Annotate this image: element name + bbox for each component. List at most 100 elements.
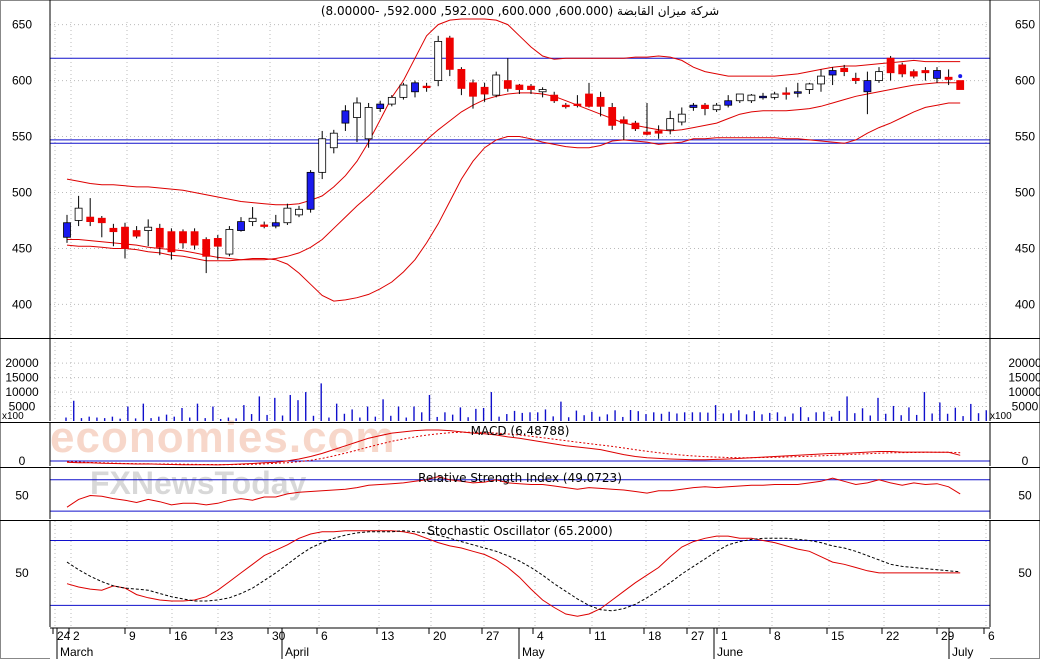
- candle-body-10: [179, 231, 187, 244]
- candle-64: [805, 82, 814, 95]
- bollinger-middle-line: [67, 82, 961, 261]
- candle-body-49: [631, 122, 640, 130]
- candle-body-5: [121, 226, 129, 249]
- stochastic-d-line: [66, 530, 961, 612]
- candle-body-35: [469, 82, 477, 97]
- candle-body-33: [445, 37, 454, 70]
- stochastic-tick-left-50: 50: [15, 566, 29, 580]
- candle-body-63: [793, 91, 802, 94]
- price-tick-left-450: 450: [12, 241, 32, 255]
- x-day-label-6: 6: [321, 629, 328, 643]
- candle-2: [86, 198, 95, 227]
- candle-62: [782, 87, 791, 100]
- candle-32: [434, 35, 443, 87]
- candle-body-19: [283, 207, 292, 224]
- candle-body-55: [701, 104, 709, 109]
- candle-44: [573, 95, 582, 108]
- candle-74: [921, 67, 930, 81]
- watermark: economies.com FXNewsToday: [50, 413, 395, 501]
- candle-63: [793, 82, 802, 98]
- x-day-label-12: 18: [648, 629, 662, 643]
- candle-22: [318, 130, 327, 180]
- candle-71: [886, 55, 895, 81]
- candle-59: [747, 94, 756, 103]
- candle-43: [561, 102, 570, 109]
- candle-body-61: [770, 93, 779, 98]
- rsi-line: [66, 476, 961, 508]
- candle-body-72: [898, 64, 907, 75]
- candle-body-47: [608, 107, 617, 126]
- volume-tick-left-10000: 10000: [5, 385, 39, 399]
- candle-body-21: [306, 171, 315, 210]
- candle-body-27: [376, 103, 385, 109]
- x-month-label-3: June: [717, 645, 743, 659]
- candle-body-23: [329, 132, 338, 149]
- candle-body-69: [863, 80, 872, 93]
- candle-39: [515, 83, 524, 95]
- x-day-label-10: 4: [537, 629, 544, 643]
- candle-body-34: [457, 68, 466, 89]
- x-day-label-7: 13: [381, 629, 395, 643]
- candle-16: [248, 207, 257, 227]
- stochastic-k-line: [66, 530, 961, 617]
- candle-72: [898, 62, 907, 78]
- price-tick-left-400: 400: [12, 297, 32, 311]
- price-tick-left-500: 500: [12, 186, 32, 200]
- candle-37: [492, 71, 501, 98]
- candle-body-22: [318, 138, 327, 173]
- price-tick-left-550: 550: [12, 130, 32, 144]
- candle-7: [144, 219, 153, 247]
- volume-tick-left-5000: 5000: [9, 400, 36, 414]
- candle-body-31: [422, 85, 431, 89]
- watermark-fxnewstoday: FXNewsToday: [90, 465, 307, 501]
- candle-body-2: [86, 216, 95, 223]
- volume-tick-right-15000: 15000: [1008, 371, 1040, 385]
- candle-66: [828, 67, 837, 86]
- candle-body-18: [271, 222, 280, 227]
- candle-20: [295, 205, 303, 218]
- candle-body-45: [585, 93, 593, 107]
- candle-body-48: [619, 119, 628, 124]
- volume-unit-left: x100: [2, 411, 24, 422]
- candle-50: [643, 102, 651, 136]
- candle-body-46: [596, 96, 605, 107]
- candle-35: [469, 79, 477, 109]
- candle-6: [132, 226, 141, 239]
- candle-61: [770, 91, 779, 100]
- candle-18: [271, 214, 280, 229]
- volume-tick-right-10000: 10000: [1008, 385, 1040, 399]
- x-day-label-2: 9: [129, 629, 136, 643]
- candle-body-29: [399, 84, 408, 98]
- candle-body-73: [909, 71, 918, 77]
- candle-26: [364, 102, 373, 148]
- candle-27: [376, 100, 385, 112]
- x-day-label-5: 30: [272, 629, 286, 643]
- volume-tick-right-20000: 20000: [1008, 356, 1040, 370]
- candle-47: [608, 102, 617, 130]
- candle-45: [585, 82, 593, 108]
- candle-46: [596, 91, 605, 117]
- candle-41: [538, 87, 547, 98]
- candle-42: [550, 91, 559, 103]
- candle-28: [387, 95, 396, 107]
- candle-body-20: [295, 208, 303, 216]
- candle-73: [909, 69, 918, 79]
- candle-body-58: [735, 93, 744, 102]
- stochastic-title: Stochastic Oscillator (65.2000): [427, 524, 612, 538]
- candle-body-6: [132, 230, 141, 237]
- candle-3: [97, 216, 106, 238]
- macd-pane: 0 0 MACD (6.48788): [19, 424, 1029, 468]
- grid-layer: [54, 22, 987, 627]
- candle-body-64: [805, 83, 814, 90]
- candle-body-40: [527, 85, 535, 90]
- candle-body-11: [190, 231, 199, 246]
- candle-38: [503, 58, 512, 92]
- candle-65: [817, 69, 825, 92]
- x-day-label-16: 15: [831, 629, 845, 643]
- candle-body-0: [63, 222, 71, 238]
- candle-34: [457, 67, 466, 96]
- candle-68: [851, 72, 860, 84]
- candle-77: [956, 80, 965, 90]
